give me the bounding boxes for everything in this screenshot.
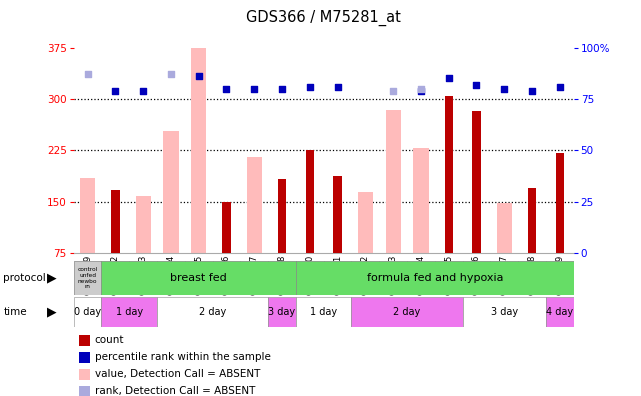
Bar [163,131,179,253]
Bar [463,261,490,295]
Point [166,71,176,78]
Point [221,86,231,92]
Text: percentile rank within the sample: percentile rank within the sample [95,352,271,362]
Point [444,75,454,82]
Bar [268,261,296,295]
Bar [157,261,185,295]
Text: rank, Detection Call = ABSENT: rank, Detection Call = ABSENT [95,386,255,396]
Bar [463,297,546,327]
Bar [445,95,453,253]
Bar [518,261,546,295]
Point [110,88,121,94]
Bar [278,179,286,253]
Point [277,86,287,92]
Bar [222,202,231,253]
Text: 1 day: 1 day [116,307,143,317]
Text: time: time [3,307,27,317]
Text: 4 day: 4 day [546,307,573,317]
Text: breast fed: breast fed [171,273,227,283]
Point [499,86,510,92]
Text: 2 day: 2 day [394,307,420,317]
Bar [80,178,96,253]
Bar [191,48,206,253]
Bar [385,110,401,253]
Bar [296,297,351,327]
Bar [546,261,574,295]
Bar [129,261,157,295]
Point [471,82,481,88]
Point [416,86,426,92]
Point [333,84,343,90]
Bar [324,261,351,295]
Bar [101,261,129,295]
Bar [306,150,314,253]
Bar [268,297,296,327]
Text: 3 day: 3 day [491,307,518,317]
Bar [79,386,90,396]
Text: ▶: ▶ [47,272,56,285]
Bar [79,352,90,364]
Point [527,88,537,94]
Point [83,71,93,78]
Text: count: count [95,335,124,345]
Bar [74,261,101,295]
Bar [556,152,564,253]
Bar [333,176,342,253]
Point [194,73,204,80]
Bar [74,261,101,295]
Point [249,86,260,92]
Bar [185,261,213,295]
Bar [74,297,101,327]
Bar [101,261,296,295]
Text: ▶: ▶ [47,305,56,318]
Bar [247,157,262,253]
Bar [240,261,268,295]
Text: value, Detection Call = ABSENT: value, Detection Call = ABSENT [95,369,260,379]
Text: GDS366 / M75281_at: GDS366 / M75281_at [246,10,401,26]
Bar [101,297,157,327]
Bar [413,148,429,253]
Bar [546,297,574,327]
Bar [351,261,379,295]
Point [554,84,565,90]
Bar [435,261,463,295]
Bar [528,188,536,253]
Bar [296,261,324,295]
Bar [296,261,574,295]
Bar [135,196,151,253]
Bar [112,190,120,253]
Text: 2 day: 2 day [199,307,226,317]
Point [138,88,148,94]
Bar [157,297,268,327]
Bar [379,261,407,295]
Point [416,88,426,94]
Text: 1 day: 1 day [310,307,337,317]
Bar [351,297,463,327]
Text: protocol: protocol [3,273,46,283]
Bar [79,369,90,380]
Text: 0 day: 0 day [74,307,101,317]
Bar [490,261,518,295]
Text: 3 day: 3 day [269,307,296,317]
Bar [407,261,435,295]
Bar [213,261,240,295]
Text: control
unfed
newbo
rn: control unfed newbo rn [78,267,97,289]
Bar [497,203,512,253]
Bar [358,192,373,253]
Point [388,88,398,94]
Text: formula fed and hypoxia: formula fed and hypoxia [367,273,503,283]
Bar [472,110,481,253]
Bar [79,335,90,346]
Point [304,84,315,90]
